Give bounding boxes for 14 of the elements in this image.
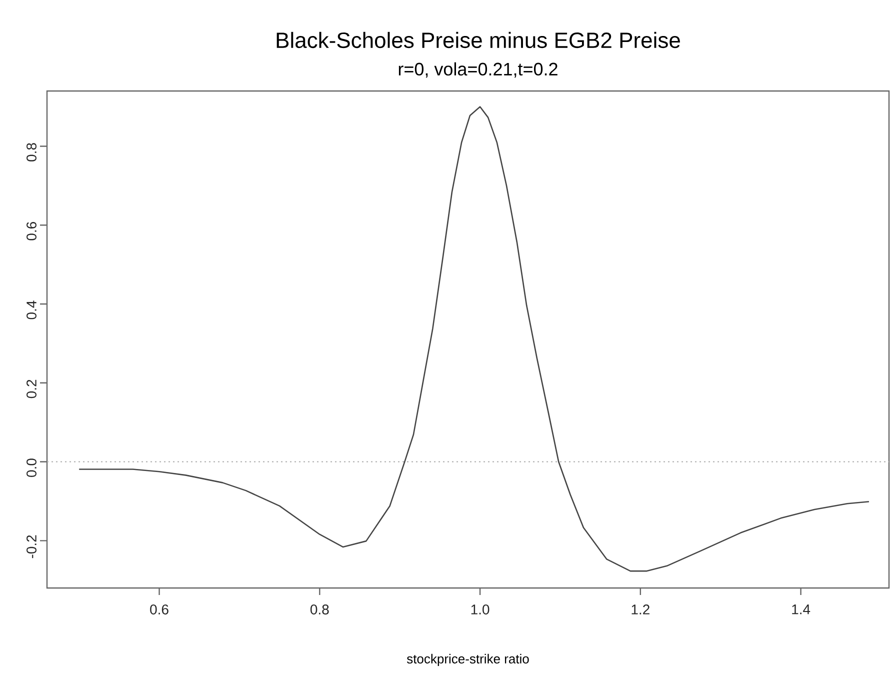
x-tick-label: 1.0 xyxy=(471,604,490,614)
y-tick-label: 0.0 xyxy=(26,458,36,477)
x-tick-label: 0.6 xyxy=(150,604,168,614)
chart-subtitle: r=0, vola=0.21,t=0.2 xyxy=(398,62,558,78)
chart-title: Black-Scholes Preise minus EGB2 Preise xyxy=(276,32,680,48)
y-tick-label: 0.2 xyxy=(26,380,36,398)
x-tick-label: 1.2 xyxy=(632,604,650,614)
y-tick-label: 0.6 xyxy=(26,222,36,240)
y-tick-label: 0.4 xyxy=(26,300,36,320)
x-tick-label: 1.4 xyxy=(792,604,810,614)
y-tick-label: 0.8 xyxy=(26,143,36,162)
x-axis-title: stockprice-strike ratio xyxy=(406,654,529,666)
x-tick-label: 0.8 xyxy=(310,604,329,614)
y-tick-label: -0.2 xyxy=(26,535,36,558)
